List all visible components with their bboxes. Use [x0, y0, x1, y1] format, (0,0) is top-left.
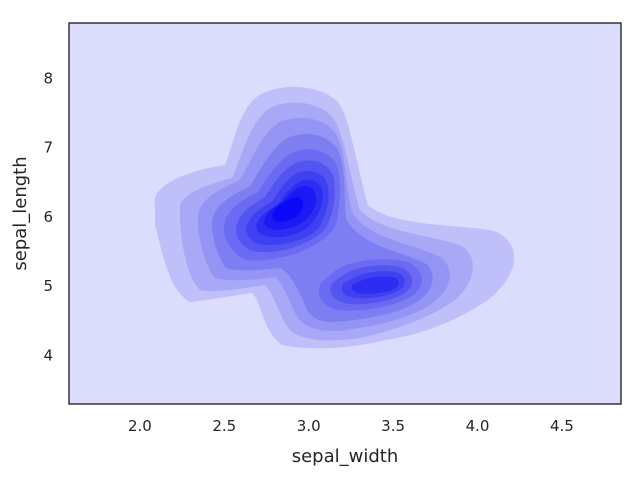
y-tick-label: 4	[43, 347, 53, 365]
plot-frame	[68, 22, 622, 405]
density-contours	[154, 86, 515, 349]
y-tick-label: 5	[43, 277, 53, 295]
y-tick-label: 8	[43, 69, 53, 87]
x-axis-label: sepal_width	[292, 446, 399, 467]
y-axis-label: sepal_length	[10, 156, 31, 270]
x-tick-label: 4.0	[466, 417, 490, 435]
x-tick-label: 4.5	[550, 417, 574, 435]
y-axis-ticks: 4 5 6 7 8	[43, 69, 53, 364]
y-tick-label: 7	[43, 139, 53, 157]
x-tick-label: 2.5	[212, 417, 236, 435]
x-tick-label: 3.5	[381, 417, 405, 435]
x-tick-label: 2.0	[128, 417, 152, 435]
x-axis-ticks: 2.0 2.5 3.0 3.5 4.0 4.5	[128, 417, 574, 435]
contour-level-10	[272, 197, 304, 223]
y-tick-label: 6	[43, 208, 53, 226]
x-tick-label: 3.0	[297, 417, 321, 435]
